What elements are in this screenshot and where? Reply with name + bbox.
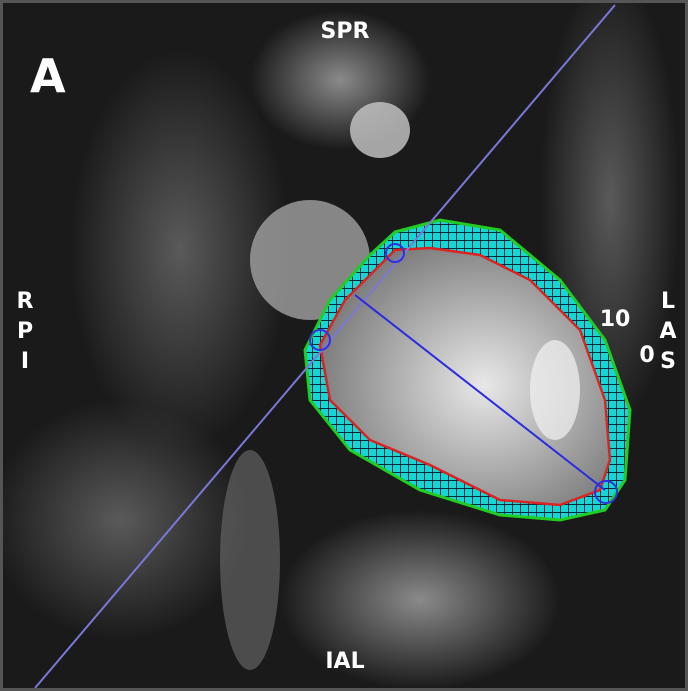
plane-line <box>34 4 616 689</box>
scale-label: 10 <box>600 307 631 332</box>
orientation-right: A <box>659 319 676 344</box>
orientation-left: P <box>17 319 33 344</box>
myocardium <box>305 220 630 520</box>
landmark <box>385 243 405 263</box>
long-axis-line <box>354 294 606 491</box>
orientation-right: L <box>661 289 675 314</box>
orientation-left: I <box>21 349 29 374</box>
scale-label: 0 <box>639 343 654 368</box>
orientation-left: R <box>17 289 34 314</box>
orientation-top: SPR <box>321 19 370 44</box>
orientation-right: S <box>660 349 676 374</box>
landmark <box>309 329 331 351</box>
panel-label: A <box>30 49 66 103</box>
landmark <box>594 480 618 504</box>
endocardial-contour <box>318 246 612 507</box>
orientation-bottom: IAL <box>325 649 364 674</box>
